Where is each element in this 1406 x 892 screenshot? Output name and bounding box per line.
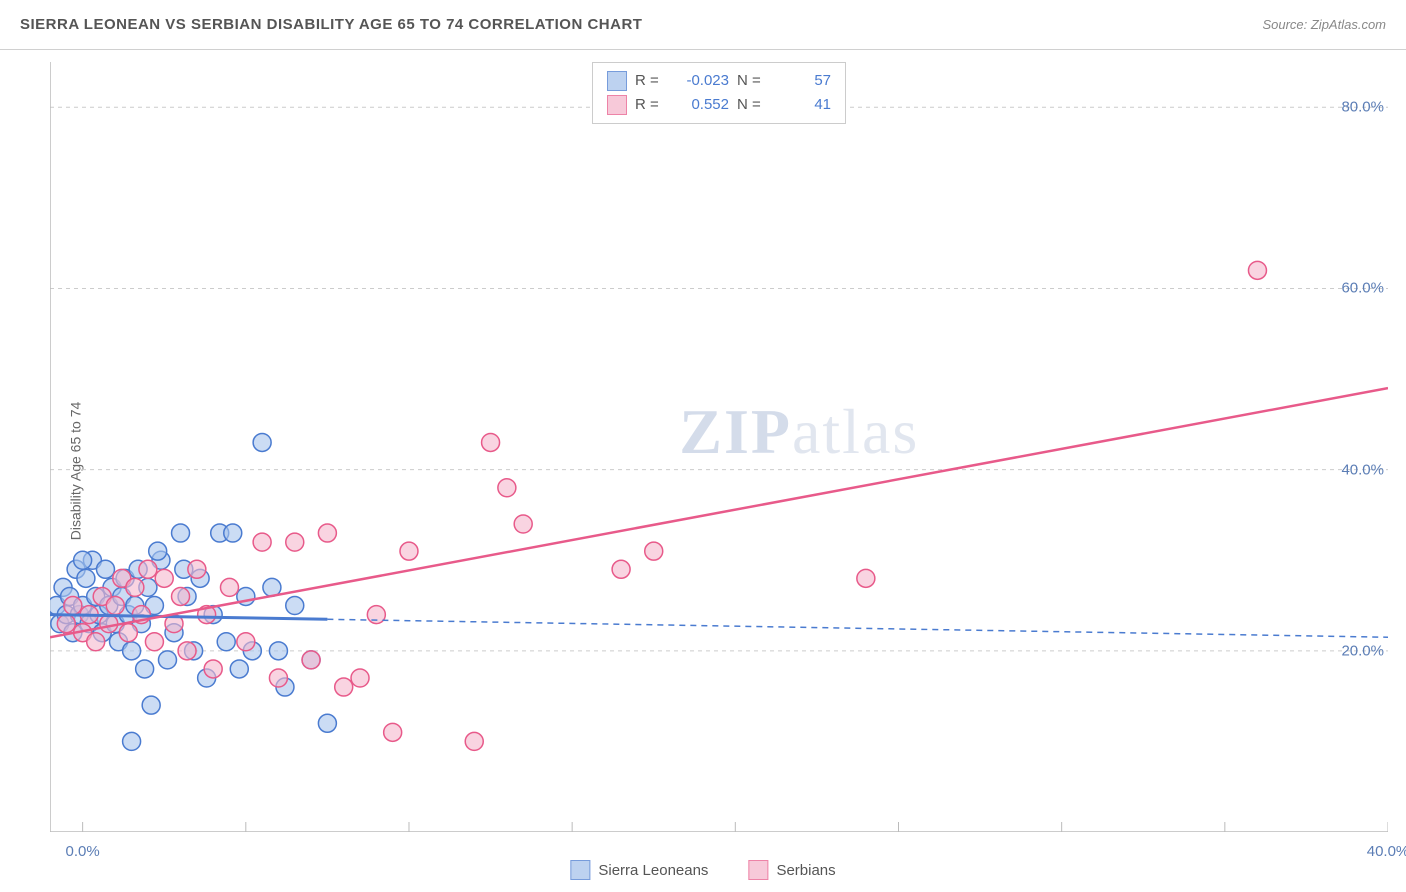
plot-svg xyxy=(50,62,1388,832)
data-point xyxy=(145,633,163,651)
chart-header: SIERRA LEONEAN VS SERBIAN DISABILITY AGE… xyxy=(0,0,1406,50)
chart-title: SIERRA LEONEAN VS SERBIAN DISABILITY AGE… xyxy=(20,16,642,33)
data-point xyxy=(123,732,141,750)
r-label: R = xyxy=(635,69,663,93)
data-point xyxy=(178,642,196,660)
y-tick-label: 20.0% xyxy=(1341,642,1388,659)
stats-legend-row: R = 0.552 N = 41 xyxy=(607,93,831,117)
source-attribution: Source: ZipAtlas.com xyxy=(1262,17,1386,32)
data-point xyxy=(612,560,630,578)
data-point xyxy=(498,479,516,497)
data-point xyxy=(100,615,118,633)
data-point xyxy=(77,569,95,587)
data-point xyxy=(188,560,206,578)
data-point xyxy=(149,542,167,560)
data-point xyxy=(64,597,82,615)
data-point xyxy=(302,651,320,669)
data-point xyxy=(335,678,353,696)
data-point xyxy=(106,597,124,615)
data-point xyxy=(155,569,173,587)
data-point xyxy=(857,569,875,587)
y-tick-label: 40.0% xyxy=(1341,461,1388,478)
data-point xyxy=(645,542,663,560)
legend-swatch xyxy=(748,860,768,880)
data-point xyxy=(123,642,141,660)
data-point xyxy=(253,533,271,551)
r-value: 0.552 xyxy=(671,93,729,117)
data-point xyxy=(269,642,287,660)
data-point xyxy=(57,615,75,633)
series-legend: Sierra Leoneans Serbians xyxy=(570,860,835,880)
y-tick-label: 60.0% xyxy=(1341,280,1388,297)
data-point xyxy=(220,578,238,596)
n-value: 57 xyxy=(773,69,831,93)
n-label: N = xyxy=(737,93,765,117)
data-point xyxy=(237,633,255,651)
stats-legend-row: R = -0.023 N = 57 xyxy=(607,69,831,93)
legend-label: Sierra Leoneans xyxy=(598,862,708,879)
data-point xyxy=(269,669,287,687)
y-tick-label: 80.0% xyxy=(1341,99,1388,116)
data-point xyxy=(318,714,336,732)
data-point xyxy=(224,524,242,542)
r-value: -0.023 xyxy=(671,69,729,93)
legend-label: Serbians xyxy=(776,862,835,879)
legend-swatch xyxy=(607,71,627,91)
trend-line xyxy=(50,388,1388,637)
x-tick-label: 40.0% xyxy=(1367,843,1406,860)
trend-line-dashed xyxy=(327,619,1388,637)
data-point xyxy=(74,551,92,569)
data-point xyxy=(142,696,160,714)
data-point xyxy=(318,524,336,542)
data-point xyxy=(172,524,190,542)
data-point xyxy=(482,433,500,451)
data-point xyxy=(400,542,418,560)
stats-legend: R = -0.023 N = 57 R = 0.552 N = 41 xyxy=(592,62,846,124)
data-point xyxy=(87,633,105,651)
data-point xyxy=(465,732,483,750)
data-point xyxy=(384,723,402,741)
n-label: N = xyxy=(737,69,765,93)
data-point xyxy=(158,651,176,669)
data-point xyxy=(286,533,304,551)
data-point xyxy=(514,515,532,533)
data-point xyxy=(119,624,137,642)
scatter-plot: ZIPatlas 20.0%40.0%60.0%80.0%0.0%40.0% R… xyxy=(50,62,1388,832)
data-point xyxy=(204,660,222,678)
data-point xyxy=(286,597,304,615)
legend-swatch xyxy=(607,95,627,115)
r-label: R = xyxy=(635,93,663,117)
data-point xyxy=(139,560,157,578)
data-point xyxy=(253,433,271,451)
legend-swatch xyxy=(570,860,590,880)
data-point xyxy=(230,660,248,678)
data-point xyxy=(217,633,235,651)
data-point xyxy=(1248,261,1266,279)
legend-item: Serbians xyxy=(748,860,835,880)
legend-item: Sierra Leoneans xyxy=(570,860,708,880)
plot-container: Disability Age 65 to 74 ZIPatlas 20.0%40… xyxy=(0,50,1406,892)
data-point xyxy=(96,560,114,578)
n-value: 41 xyxy=(773,93,831,117)
data-point xyxy=(136,660,154,678)
data-point xyxy=(126,578,144,596)
x-tick-label: 0.0% xyxy=(66,843,100,860)
data-point xyxy=(351,669,369,687)
data-point xyxy=(172,587,190,605)
